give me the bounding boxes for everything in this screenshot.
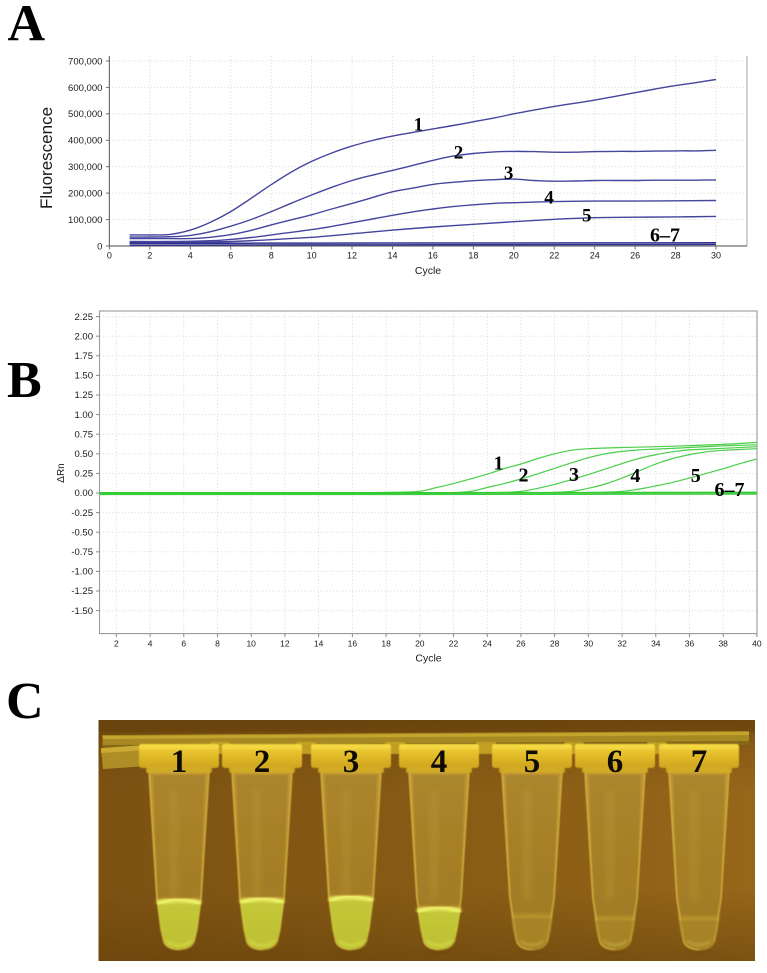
svg-text:2: 2: [519, 465, 529, 487]
svg-text:B: B: [7, 352, 42, 409]
svg-text:16: 16: [348, 639, 358, 649]
svg-text:16: 16: [428, 251, 438, 261]
svg-text:26: 26: [630, 251, 640, 261]
svg-text:24: 24: [590, 251, 600, 261]
svg-text:500,000: 500,000: [68, 109, 102, 120]
svg-text:0.00: 0.00: [75, 488, 94, 499]
svg-text:-1.00: -1.00: [71, 567, 93, 578]
svg-text:300,000: 300,000: [68, 162, 102, 173]
svg-text:30: 30: [584, 639, 594, 649]
svg-text:1.75: 1.75: [75, 351, 94, 362]
svg-text:10: 10: [307, 251, 317, 261]
svg-text:0.50: 0.50: [75, 449, 94, 460]
svg-text:5: 5: [691, 465, 701, 487]
svg-text:-0.75: -0.75: [71, 547, 93, 558]
svg-text:2.25: 2.25: [75, 312, 94, 323]
svg-text:C: C: [6, 673, 44, 730]
svg-text:-1.25: -1.25: [71, 586, 93, 597]
svg-text:2: 2: [114, 639, 119, 649]
svg-text:1.25: 1.25: [75, 390, 94, 401]
svg-text:8: 8: [269, 251, 274, 261]
svg-text:6: 6: [607, 744, 624, 780]
svg-text:2: 2: [254, 744, 271, 780]
svg-text:1: 1: [414, 115, 424, 136]
svg-text:14: 14: [314, 639, 324, 649]
svg-text:14: 14: [387, 251, 397, 261]
svg-text:4: 4: [148, 639, 153, 649]
svg-text:1.00: 1.00: [75, 410, 94, 421]
svg-text:1.50: 1.50: [75, 371, 94, 382]
svg-text:1: 1: [171, 744, 188, 780]
svg-text:Cycle: Cycle: [415, 265, 441, 277]
svg-text:Cycle: Cycle: [415, 653, 441, 665]
svg-text:-0.50: -0.50: [71, 527, 93, 538]
svg-text:34: 34: [651, 639, 661, 649]
svg-text:100,000: 100,000: [68, 215, 102, 226]
svg-text:3: 3: [569, 464, 579, 486]
svg-text:18: 18: [381, 639, 391, 649]
svg-text:4: 4: [431, 744, 448, 780]
svg-text:5: 5: [524, 744, 541, 780]
svg-text:38: 38: [718, 639, 728, 649]
svg-text:3: 3: [504, 163, 514, 184]
svg-text:22: 22: [449, 639, 459, 649]
svg-text:12: 12: [280, 639, 290, 649]
svg-text:4: 4: [188, 251, 193, 261]
svg-text:700,000: 700,000: [68, 56, 102, 67]
svg-text:400,000: 400,000: [68, 136, 102, 147]
svg-text:10: 10: [246, 639, 256, 649]
svg-text:22: 22: [549, 251, 559, 261]
svg-text:5: 5: [582, 206, 592, 227]
svg-text:7: 7: [691, 744, 708, 780]
svg-text:-1.50: -1.50: [71, 606, 93, 617]
svg-text:2: 2: [454, 143, 464, 164]
svg-text:30: 30: [711, 251, 721, 261]
svg-text:20: 20: [415, 639, 425, 649]
svg-text:-0.25: -0.25: [71, 508, 93, 519]
svg-text:36: 36: [685, 639, 695, 649]
svg-text:6–7: 6–7: [715, 479, 745, 501]
svg-text:20: 20: [509, 251, 519, 261]
svg-text:12: 12: [347, 251, 357, 261]
svg-text:0: 0: [97, 241, 102, 252]
svg-text:18: 18: [468, 251, 478, 261]
svg-text:24: 24: [482, 639, 492, 649]
svg-text:28: 28: [550, 639, 560, 649]
svg-text:40: 40: [752, 639, 762, 649]
svg-text:4: 4: [544, 188, 554, 209]
svg-text:26: 26: [516, 639, 526, 649]
svg-text:Fluorescence: Fluorescence: [37, 107, 56, 209]
svg-text:6–7: 6–7: [650, 225, 680, 247]
svg-text:0.25: 0.25: [75, 469, 94, 480]
svg-text:2: 2: [147, 251, 152, 261]
svg-text:6: 6: [181, 639, 186, 649]
svg-text:28: 28: [671, 251, 681, 261]
svg-text:A: A: [8, 0, 46, 53]
svg-text:0: 0: [107, 251, 112, 261]
svg-text:6: 6: [228, 251, 233, 261]
svg-text:0.75: 0.75: [75, 429, 94, 440]
svg-text:1: 1: [494, 453, 504, 475]
svg-text:32: 32: [617, 639, 627, 649]
svg-text:3: 3: [343, 744, 360, 780]
svg-text:ΔRn: ΔRn: [56, 463, 67, 482]
svg-text:600,000: 600,000: [68, 83, 102, 94]
svg-text:4: 4: [630, 465, 640, 487]
svg-text:2.00: 2.00: [75, 331, 94, 342]
svg-text:8: 8: [215, 639, 220, 649]
svg-text:200,000: 200,000: [68, 189, 102, 200]
